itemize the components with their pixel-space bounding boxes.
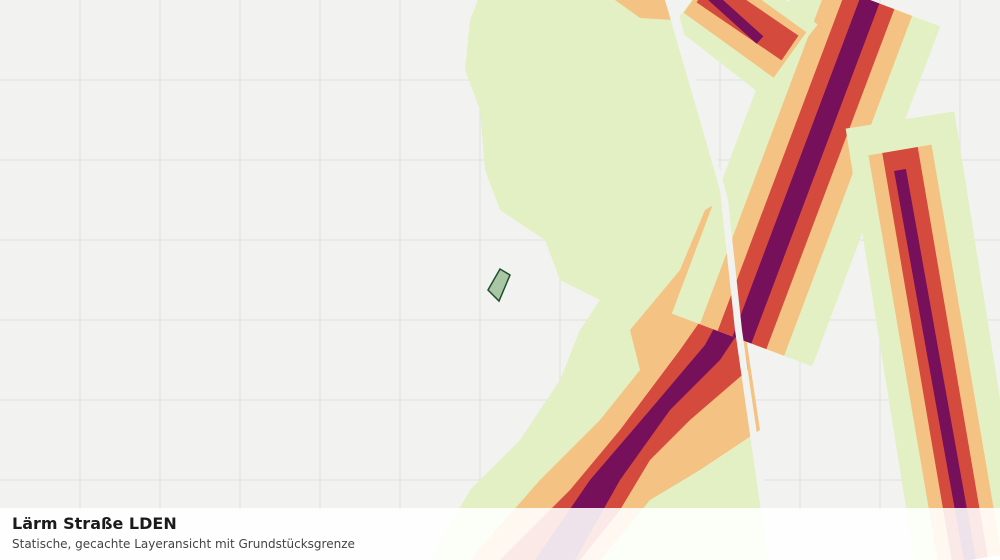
info-panel: Lärm Straße LDEN Statische, gecachte Lay… [0, 508, 1000, 560]
road-noise-far-east [845, 111, 1000, 560]
noise-band-very-high [708, 0, 764, 44]
noise-band-very-high [894, 168, 976, 560]
layer-subtitle: Statische, gecachte Layeransicht mit Gru… [12, 537, 355, 551]
tile-gap [665, 0, 775, 560]
road-noise-north [672, 0, 818, 96]
noise-zone-medium [615, 0, 672, 20]
parcel-boundary [487, 267, 511, 303]
layer-title: Lärm Straße LDEN [12, 514, 177, 533]
road-noise-east [671, 0, 941, 367]
noise-zone-very-high [535, 295, 740, 560]
noise-band-high [696, 0, 799, 61]
noise-band-very-high [732, 0, 880, 344]
